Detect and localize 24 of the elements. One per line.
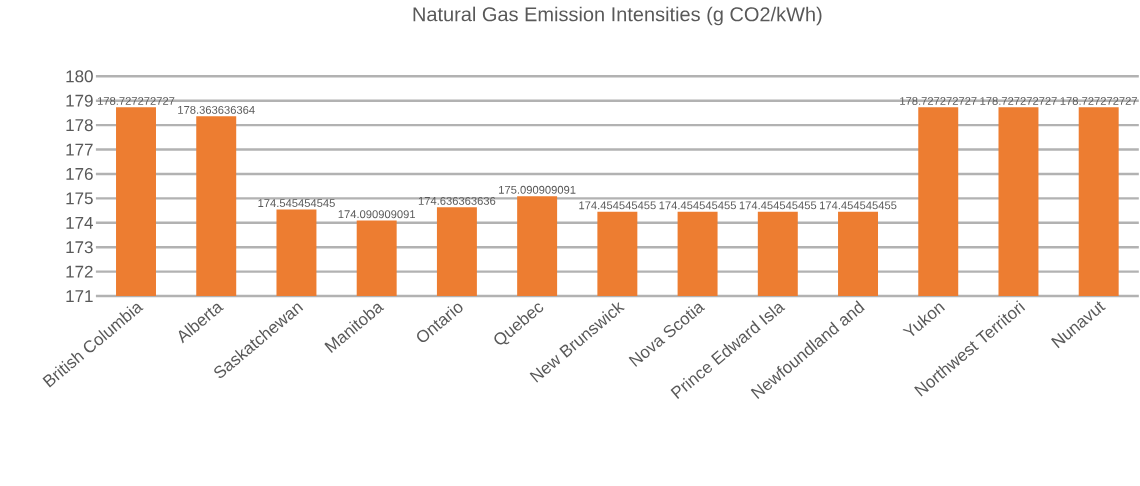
data-label: 178.727272727 <box>97 97 175 106</box>
y-tick-label: 171 <box>66 290 93 302</box>
data-label: 178.727272727 <box>1060 97 1138 106</box>
data-label: 174.454545455 <box>739 201 817 210</box>
chart-title: Natural Gas Emission Intensities (g CO2/kWh) <box>413 6 822 26</box>
data-label: 178.363636364 <box>178 106 255 114</box>
y-tick-label: 176 <box>66 168 93 181</box>
y-tick-label: 175 <box>66 192 93 205</box>
data-label: 174.454545455 <box>579 201 656 210</box>
data-label: 174.545454545 <box>258 199 335 208</box>
data-label: 174.090909091 <box>338 210 415 219</box>
y-tick-label: 174 <box>66 217 94 229</box>
data-label: 178.727272727 <box>980 97 1057 106</box>
y-tick-label: 173 <box>66 241 93 254</box>
data-label: 174.636363636 <box>418 197 496 205</box>
data-label: 174.454545455 <box>659 201 736 210</box>
data-label: 174.454545455 <box>819 201 897 210</box>
data-label: 175.090909091 <box>499 185 576 194</box>
y-tick-label: 180 <box>66 70 93 83</box>
data-label: 178.727272727 <box>900 97 977 106</box>
y-tick-label: 178 <box>66 119 93 132</box>
y-tick-label: 179 <box>66 94 93 107</box>
y-tick-label: 177 <box>66 143 93 156</box>
y-tick-label: 172 <box>66 265 93 278</box>
